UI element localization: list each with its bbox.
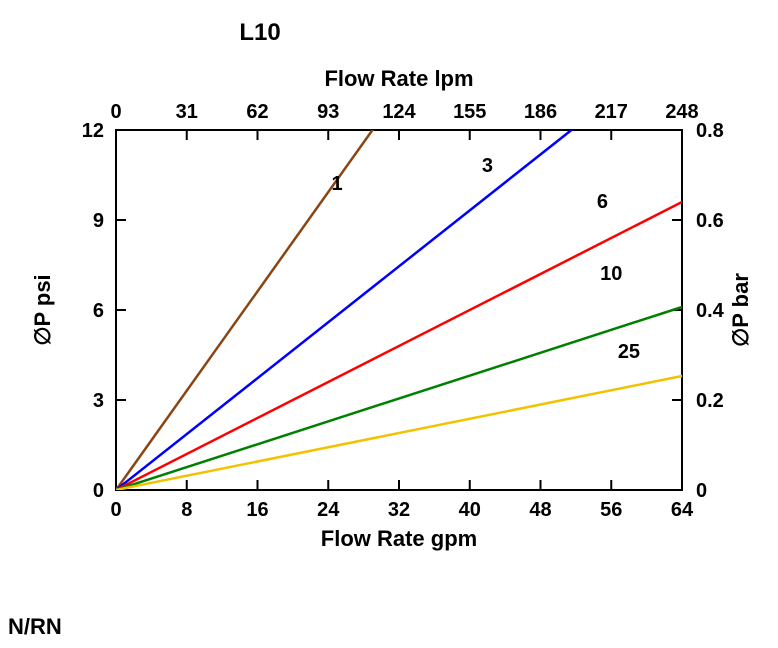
xtick-bottom: 8 [181,499,192,521]
ytick-left: 12 [82,120,104,142]
chart-container: 0816243240485664031629312415518621724803… [0,0,778,648]
xtick-top: 217 [595,101,628,123]
chart-title: L10 [239,19,280,46]
xtick-top: 248 [665,101,698,123]
series-label-10: 10 [600,263,622,285]
xtick-top: 155 [453,101,486,123]
xtick-bottom: 40 [459,499,481,521]
ytick-left: 6 [93,300,104,322]
xtick-top: 31 [176,101,198,123]
xtick-top: 186 [524,101,557,123]
xtick-top: 93 [317,101,339,123]
line-chart: 0816243240485664031629312415518621724803… [0,0,778,648]
xtick-bottom: 56 [600,499,622,521]
ytick-left: 0 [93,480,104,502]
x-axis-label-top: Flow Rate lpm [324,66,473,91]
ytick-right: 0.6 [696,210,724,232]
xtick-bottom: 32 [388,499,410,521]
footer-text: N/RN [8,614,62,639]
series-label-1: 1 [332,173,343,195]
x-axis-label-bottom: Flow Rate gpm [321,526,477,551]
ytick-left: 9 [93,210,104,232]
ytick-right: 0.2 [696,390,724,412]
ytick-left: 3 [93,390,104,412]
xtick-top: 0 [110,101,121,123]
y-axis-label-left: ∅P psi [30,274,55,345]
xtick-top: 124 [382,101,416,123]
ytick-right: 0.4 [696,300,725,322]
xtick-bottom: 64 [671,499,694,521]
xtick-bottom: 24 [317,499,340,521]
ytick-right: 0 [696,480,707,502]
series-label-3: 3 [482,155,493,177]
xtick-bottom: 0 [110,499,121,521]
series-label-25: 25 [618,341,640,363]
y-axis-label-right: ∅P bar [728,273,753,347]
xtick-bottom: 48 [529,499,551,521]
ytick-right: 0.8 [696,120,724,142]
xtick-bottom: 16 [246,499,268,521]
series-label-6: 6 [597,191,608,213]
xtick-top: 62 [246,101,268,123]
